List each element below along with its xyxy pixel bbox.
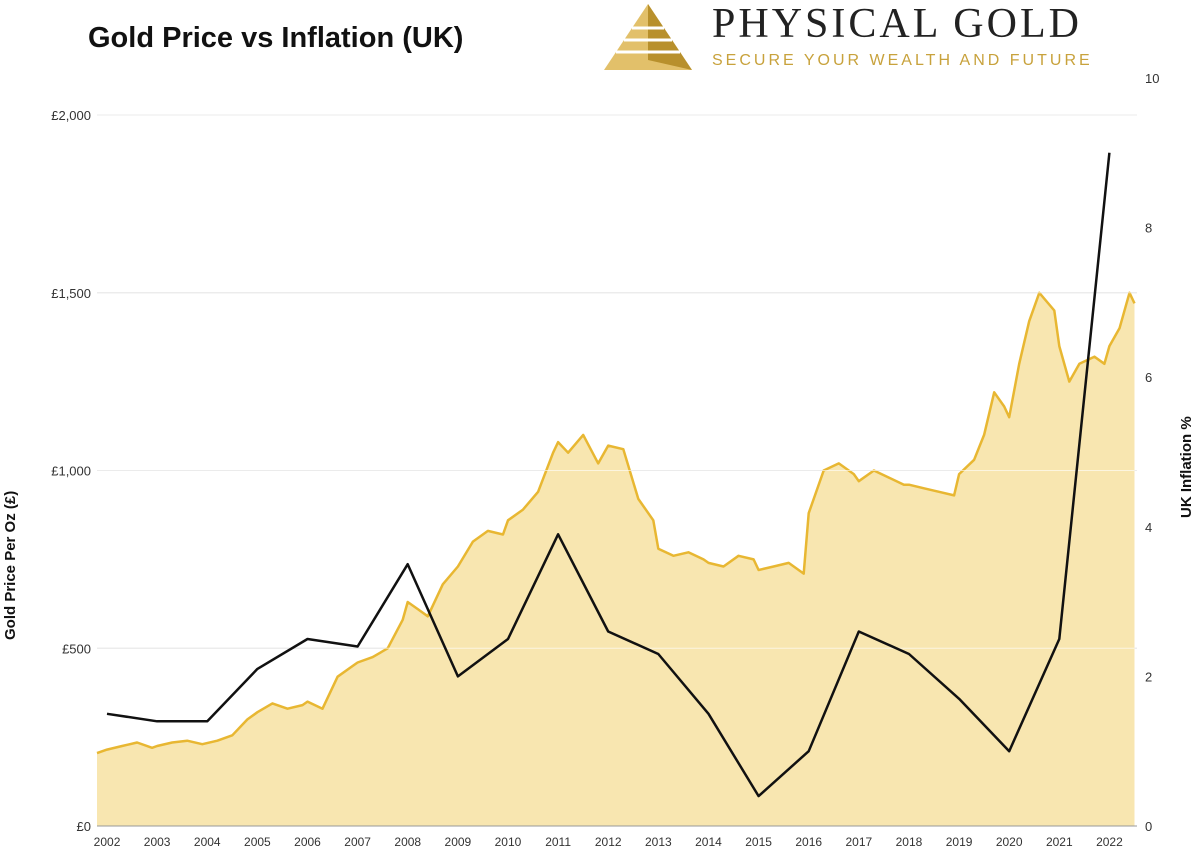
x-tick-label: 2018 [896, 835, 923, 849]
x-tick-label: 2014 [695, 835, 722, 849]
pyramid-logo-icon [604, 4, 692, 70]
gold-price-line [96, 291, 1136, 755]
x-tick-label: 2008 [394, 835, 421, 849]
y-left-tick-label: £500 [62, 641, 91, 656]
x-tick-label: 2011 [545, 835, 571, 849]
x-tick-label: 2020 [996, 835, 1023, 849]
x-tick-label: 2022 [1096, 835, 1123, 849]
y-left-tick-label: £1,000 [51, 464, 91, 479]
x-tick-label: 2010 [495, 835, 522, 849]
x-tick-label: 2012 [595, 835, 622, 849]
x-tick-label: 2005 [244, 835, 271, 849]
gold-price-area [97, 292, 1135, 826]
x-tick-label: 2015 [745, 835, 772, 849]
y-axis-right-label: UK Inflation % [1178, 416, 1195, 518]
x-tick-label: 2016 [795, 835, 822, 849]
brand-name: PHYSICAL GOLD [712, 1, 1082, 47]
x-tick-label: 2006 [294, 835, 321, 849]
y-axis-left-label: Gold Price Per Oz (£) [2, 490, 19, 640]
x-tick-label: 2021 [1046, 835, 1073, 849]
y-right-tick-label: 4 [1145, 520, 1152, 535]
x-tick-label: 2007 [344, 835, 371, 849]
brand-tagline: SECURE YOUR WEALTH AND FUTURE [712, 52, 1093, 69]
y-right-tick-label: 10 [1145, 71, 1159, 86]
x-tick-label: 2017 [845, 835, 872, 849]
y-right-tick-label: 6 [1145, 370, 1152, 385]
y-right-tick-label: 8 [1145, 221, 1152, 236]
y-right-tick-label: 2 [1145, 669, 1152, 684]
chart-title: Gold Price vs Inflation (UK) [88, 22, 464, 54]
y-left-tick-label: £1,500 [51, 286, 91, 301]
y-right-tick-label: 0 [1145, 819, 1152, 834]
x-tick-label: 2003 [144, 835, 171, 849]
x-tick-label: 2013 [645, 835, 672, 849]
x-tick-label: 2019 [946, 835, 973, 849]
y-left-tick-label: £0 [77, 819, 91, 834]
x-tick-label: 2009 [445, 835, 472, 849]
y-left-tick-label: £2,000 [51, 108, 91, 123]
x-tick-label: 2002 [94, 835, 121, 849]
x-tick-label: 2004 [194, 835, 221, 849]
